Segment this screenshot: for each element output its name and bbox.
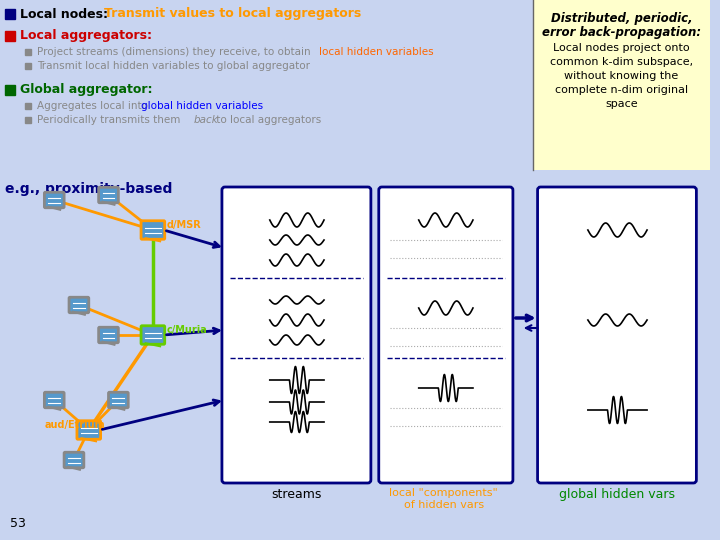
Text: error back-propagation:: error back-propagation: — [542, 26, 701, 39]
Text: c/Muria: c/Muria — [167, 325, 207, 335]
Text: of hidden vars: of hidden vars — [404, 500, 484, 510]
Text: streams: streams — [271, 488, 322, 501]
FancyBboxPatch shape — [64, 453, 84, 468]
Text: complete n-dim original: complete n-dim original — [555, 85, 688, 95]
Text: Transmit local hidden variables to global aggregator: Transmit local hidden variables to globa… — [37, 61, 310, 71]
FancyBboxPatch shape — [141, 326, 165, 345]
Text: global hidden vars: global hidden vars — [559, 488, 675, 501]
Text: back: back — [194, 115, 218, 125]
FancyBboxPatch shape — [533, 0, 710, 170]
FancyBboxPatch shape — [99, 327, 118, 343]
Text: Aggregates local into: Aggregates local into — [37, 101, 152, 111]
Text: 53: 53 — [10, 517, 26, 530]
Text: Local aggregators:: Local aggregators: — [19, 30, 152, 43]
Text: Transmit values to local aggregators: Transmit values to local aggregators — [104, 8, 361, 21]
Text: Local nodes project onto: Local nodes project onto — [553, 43, 690, 53]
FancyBboxPatch shape — [99, 187, 118, 202]
Text: e.g., proximity-based: e.g., proximity-based — [5, 182, 172, 196]
Text: space: space — [605, 99, 638, 109]
FancyBboxPatch shape — [538, 187, 696, 483]
Text: Periodically transmits them: Periodically transmits them — [37, 115, 184, 125]
FancyBboxPatch shape — [77, 421, 101, 439]
Text: common k-dim subspace,: common k-dim subspace, — [550, 57, 693, 67]
Text: Project streams (dimensions) they receive, to obtain: Project streams (dimensions) they receiv… — [37, 47, 315, 57]
Text: local "components": local "components" — [390, 488, 498, 498]
Text: global hidden variables: global hidden variables — [141, 101, 264, 111]
Text: without knowing the: without knowing the — [564, 71, 678, 81]
FancyBboxPatch shape — [379, 187, 513, 483]
FancyBboxPatch shape — [0, 0, 533, 170]
Text: local hidden variables: local hidden variables — [318, 47, 433, 57]
Text: Local nodes:: Local nodes: — [19, 8, 112, 21]
FancyBboxPatch shape — [45, 192, 64, 208]
Text: aud/Etrium: aud/Etrium — [45, 420, 105, 430]
FancyBboxPatch shape — [222, 187, 371, 483]
Text: Global aggregator:: Global aggregator: — [19, 84, 152, 97]
FancyBboxPatch shape — [45, 392, 64, 408]
Text: Distributed, periodic,: Distributed, periodic, — [551, 12, 692, 25]
Text: to local aggregators: to local aggregators — [213, 115, 321, 125]
FancyBboxPatch shape — [109, 392, 128, 408]
FancyBboxPatch shape — [69, 297, 89, 313]
Text: d/MSR: d/MSR — [167, 220, 202, 230]
FancyBboxPatch shape — [141, 221, 165, 239]
